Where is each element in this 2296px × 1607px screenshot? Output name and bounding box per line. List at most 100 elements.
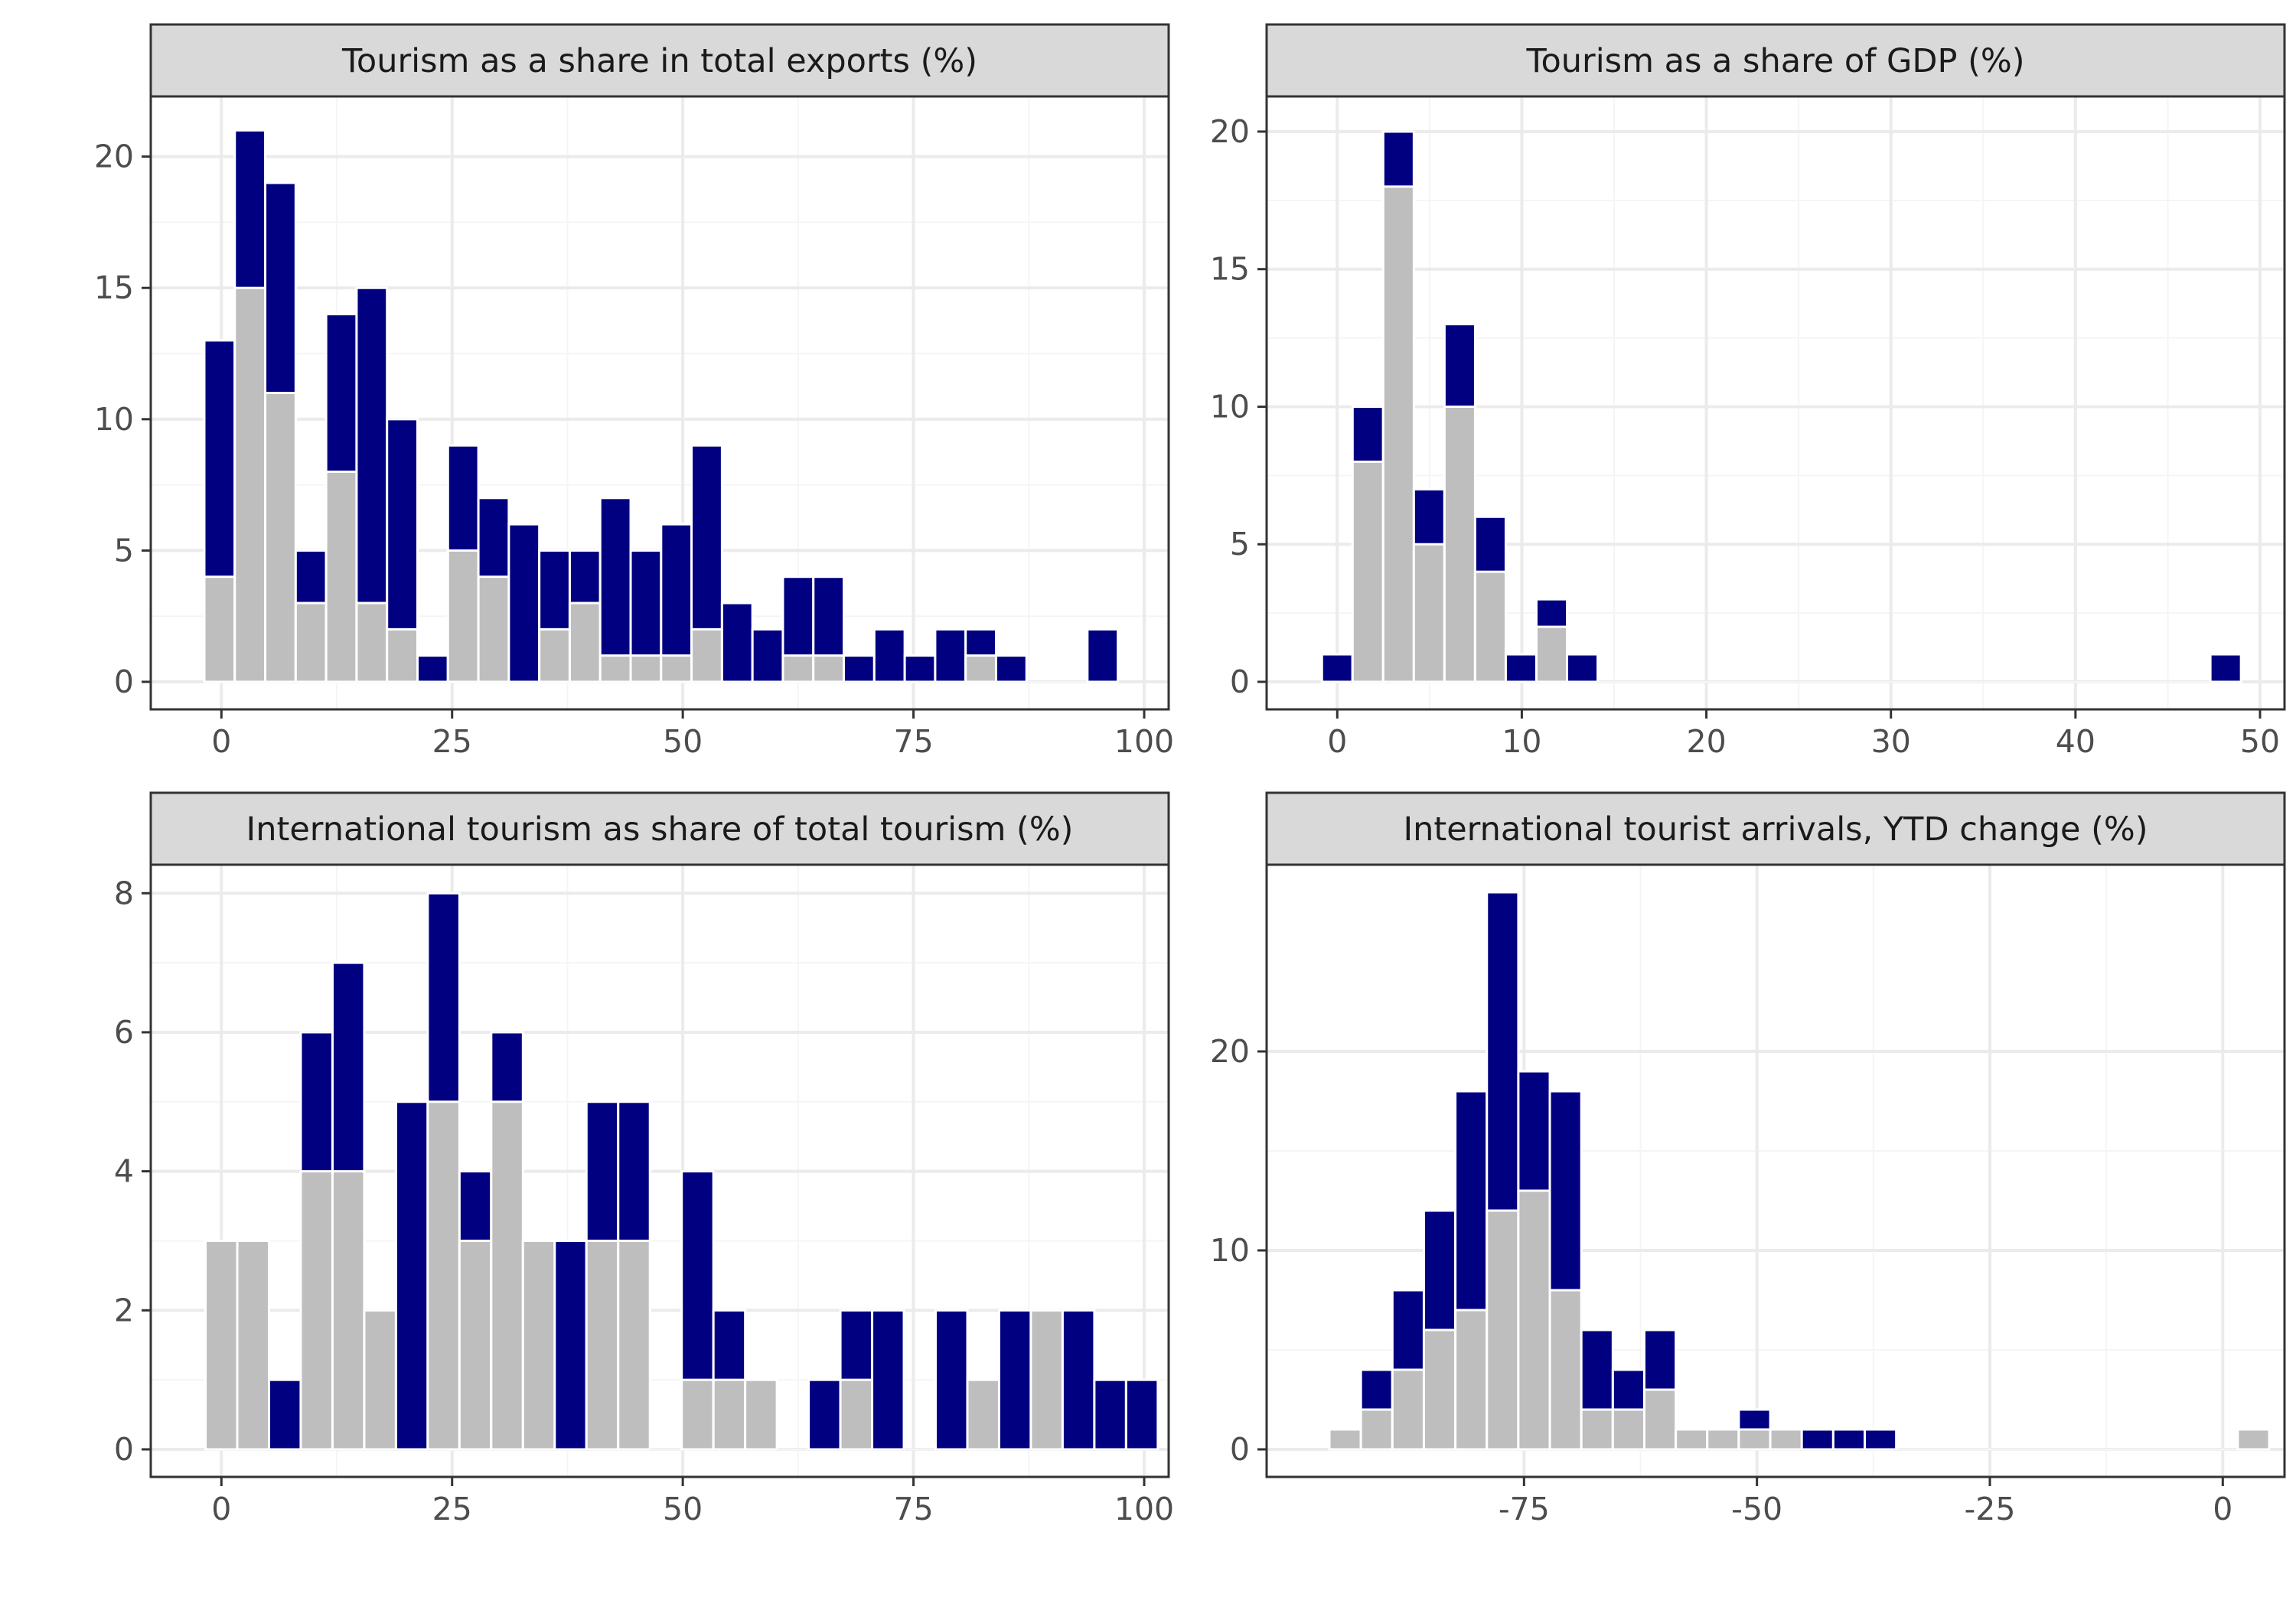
panel-title-exports: Tourism as a share in total exports (%) — [341, 42, 977, 80]
bar-total — [1320, 653, 1354, 683]
bar-total — [1658, 681, 1691, 683]
bar-subset — [203, 575, 236, 683]
bar-total — [1800, 1428, 1835, 1451]
bar-total — [1933, 681, 1966, 683]
bar-total — [2087, 681, 2120, 683]
bar-total — [1841, 681, 1874, 683]
bar-subset — [1611, 1408, 1645, 1451]
y-tick-label: 5 — [1230, 526, 1250, 562]
y-tick-label: 10 — [94, 401, 134, 438]
bar-total — [2147, 1449, 2180, 1451]
x-tick-label: 75 — [893, 1491, 933, 1527]
strip-international-share — [149, 791, 1170, 866]
panel-border-gdp — [1265, 95, 2286, 711]
x-tick-label: 30 — [1871, 723, 1911, 760]
bar-total — [1811, 681, 1844, 683]
bar-total — [2148, 681, 2181, 683]
x-tick-label: 20 — [1686, 723, 1726, 760]
x-tick-label: 25 — [432, 1491, 472, 1527]
bar-subset — [812, 654, 846, 683]
bar-subset — [1454, 1309, 1489, 1451]
y-tick-label: 10 — [1210, 388, 1250, 425]
bar-total — [1627, 681, 1660, 683]
bar-subset — [839, 1378, 874, 1451]
plot-area-international-share: 0 25 50 75 100 0 2 4 6 8 — [114, 863, 1174, 1527]
plot-area-exports: 0 25 50 75 100 0 5 10 15 20 — [94, 95, 1174, 760]
panel-exports: Tourism as a share in total exports (%) … — [94, 23, 1174, 760]
bar-subset — [1534, 625, 1569, 683]
bar-subset — [1328, 1428, 1362, 1451]
bar-total — [1831, 1428, 1866, 1451]
bar-total — [1863, 1428, 1898, 1451]
x-tick-label: 50 — [663, 723, 703, 760]
bar-subset — [598, 654, 632, 683]
bar-total — [1964, 681, 1997, 683]
bar-total — [649, 1449, 683, 1451]
bar-subset — [712, 1378, 747, 1451]
panel-international-share: International tourism as share of total … — [114, 791, 1174, 1527]
x-tick-label: 50 — [663, 1491, 703, 1527]
x-tick-label: 25 — [432, 723, 472, 760]
bar-total — [1596, 681, 1629, 683]
bar-total — [1926, 1449, 1960, 1451]
bar-subset — [1706, 1428, 1740, 1451]
bar-total — [507, 523, 541, 683]
bar-total — [1093, 1378, 1127, 1451]
bar-total — [903, 1449, 937, 1451]
bar-subset — [690, 627, 723, 683]
bar-subset — [204, 1239, 239, 1451]
bar-subset — [233, 286, 267, 683]
bar-subset — [1029, 1309, 1064, 1451]
bar-subset — [331, 1170, 366, 1451]
bar-subset — [1517, 1189, 1551, 1451]
bar-subset — [264, 392, 297, 683]
bar-subset — [660, 654, 693, 683]
panel-border-arrivals-change — [1265, 863, 2286, 1478]
panel-title-arrivals-change: International tourist arrivals, YTD chan… — [1403, 810, 2148, 849]
x-tick-label: 0 — [2213, 1491, 2232, 1527]
bar-subset — [617, 1239, 651, 1451]
bar-subset — [1675, 1428, 1709, 1451]
bar-total — [720, 601, 754, 683]
bar-total — [872, 627, 906, 683]
y-tick-label: 10 — [1210, 1232, 1250, 1269]
bar-subset — [1443, 405, 1476, 683]
x-tick-label: 40 — [2056, 723, 2095, 760]
x-tick-label: 0 — [211, 1491, 231, 1527]
bar-total — [1566, 653, 1600, 683]
bar-subset — [585, 1239, 620, 1451]
bar-total — [1990, 1449, 2024, 1451]
bar-total — [871, 1309, 905, 1451]
bar-subset — [363, 1309, 397, 1451]
bar-subset — [355, 601, 389, 683]
bar-total — [994, 654, 1028, 683]
bar-subset — [1381, 185, 1415, 683]
bar-total — [1958, 1449, 1992, 1451]
bar-total — [1719, 681, 1752, 683]
panel-border-exports — [149, 95, 1170, 711]
panel-title-gdp: Tourism as a share of GDP (%) — [1526, 42, 2025, 80]
bar-total — [807, 1378, 842, 1451]
y-tick-label: 5 — [114, 532, 134, 569]
bar-total — [751, 627, 784, 683]
x-tick-label: 100 — [1114, 1491, 1174, 1527]
x-tick-label: -25 — [1964, 1491, 2015, 1527]
bar-total — [1688, 681, 1721, 683]
bar-total — [2025, 681, 2058, 683]
bar-subset — [781, 654, 815, 683]
x-tick-label: 75 — [893, 723, 933, 760]
y-tick-label: 8 — [114, 875, 134, 911]
bar-subset — [521, 1239, 556, 1451]
bar-total — [934, 1309, 969, 1451]
bar-subset — [386, 627, 419, 683]
bar-total — [416, 654, 449, 683]
bar-total — [1750, 681, 1782, 683]
bar-total — [1086, 627, 1120, 683]
bar-total — [1872, 681, 1905, 683]
y-tick-label: 15 — [94, 269, 134, 306]
bar-total — [2209, 653, 2242, 683]
bar-subset — [966, 1378, 1000, 1451]
bar-total — [843, 654, 876, 683]
bar-total — [1026, 681, 1058, 683]
x-tick-label: -50 — [1731, 1491, 1782, 1527]
